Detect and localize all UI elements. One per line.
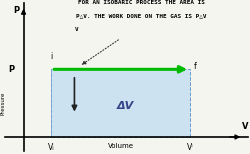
Text: V: V — [242, 122, 249, 131]
Text: Vᵢ: Vᵢ — [48, 143, 54, 152]
Text: ΔV: ΔV — [117, 101, 134, 111]
Text: Vⁱ: Vⁱ — [187, 143, 194, 152]
Text: P△V. THE WORK DONE ON THE GAS IS P△V: P△V. THE WORK DONE ON THE GAS IS P△V — [76, 13, 206, 18]
Text: Volume: Volume — [108, 143, 134, 149]
Text: i: i — [50, 52, 52, 61]
Text: P: P — [8, 65, 14, 74]
Text: Pressure: Pressure — [0, 91, 5, 115]
Text: P: P — [14, 6, 20, 15]
Text: f: f — [194, 62, 196, 71]
Text: V: V — [75, 27, 78, 32]
Bar — [51, 69, 190, 137]
Text: FOR AN ISOBARIC PROCESS THE AREA IS: FOR AN ISOBARIC PROCESS THE AREA IS — [78, 0, 204, 5]
